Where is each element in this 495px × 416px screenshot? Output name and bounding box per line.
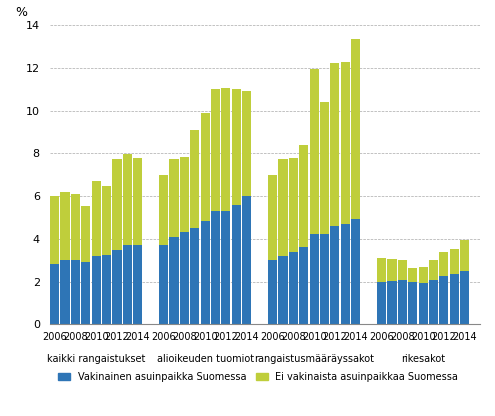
Bar xyxy=(289,252,298,324)
Bar xyxy=(190,130,199,228)
Bar xyxy=(112,250,121,324)
Bar xyxy=(377,258,386,282)
Bar xyxy=(278,256,288,324)
Text: %: % xyxy=(15,6,27,19)
Bar xyxy=(71,194,80,260)
Bar xyxy=(429,260,438,280)
Bar xyxy=(320,102,329,233)
Bar xyxy=(123,245,132,324)
Bar xyxy=(341,62,350,224)
Bar xyxy=(232,205,241,324)
Bar xyxy=(398,280,407,324)
Text: rangaistusmääräyssakot: rangaistusmääräyssakot xyxy=(254,354,374,364)
Bar xyxy=(418,267,428,283)
Bar xyxy=(92,181,101,256)
Bar xyxy=(460,240,469,271)
Bar xyxy=(102,255,111,324)
Bar xyxy=(309,233,319,324)
Bar xyxy=(408,282,417,324)
Bar xyxy=(180,156,189,233)
Bar xyxy=(169,237,179,324)
Bar xyxy=(92,256,101,324)
Bar xyxy=(71,260,80,324)
Bar xyxy=(351,218,360,324)
Text: rikesakot: rikesakot xyxy=(401,354,445,364)
Bar xyxy=(330,226,340,324)
Bar xyxy=(133,158,142,245)
Bar xyxy=(439,276,448,324)
Bar xyxy=(81,262,91,324)
Bar xyxy=(60,260,70,324)
Bar xyxy=(232,89,241,205)
Bar xyxy=(200,221,210,324)
Bar xyxy=(351,39,360,218)
Bar xyxy=(289,158,298,252)
Bar xyxy=(221,88,231,211)
Text: kaikki rangaistukset: kaikki rangaistukset xyxy=(47,354,146,364)
Bar xyxy=(330,64,340,226)
Bar xyxy=(320,233,329,324)
Bar xyxy=(81,206,91,262)
Bar xyxy=(159,245,168,324)
Bar xyxy=(278,158,288,256)
Bar xyxy=(429,280,438,324)
Bar xyxy=(377,282,386,324)
Bar xyxy=(299,248,308,324)
Bar xyxy=(60,192,70,260)
Bar xyxy=(123,154,132,245)
Bar xyxy=(112,158,121,250)
Bar xyxy=(211,211,220,324)
Bar xyxy=(408,268,417,282)
Bar xyxy=(211,89,220,211)
Bar xyxy=(388,259,396,281)
Legend: Vakinainen asuinpaikka Suomessa, Ei vakinaista asuinpaikkaa Suomessa: Vakinainen asuinpaikka Suomessa, Ei vaki… xyxy=(54,368,462,386)
Bar xyxy=(180,233,189,324)
Text: alioikeuden tuomiot: alioikeuden tuomiot xyxy=(156,354,254,364)
Bar xyxy=(299,145,308,248)
Bar xyxy=(50,263,59,324)
Bar xyxy=(242,196,251,324)
Bar xyxy=(242,91,251,196)
Bar xyxy=(190,228,199,324)
Bar xyxy=(388,281,396,324)
Bar xyxy=(169,158,179,237)
Bar xyxy=(102,186,111,255)
Bar xyxy=(309,69,319,233)
Bar xyxy=(268,260,277,324)
Bar xyxy=(341,224,350,324)
Bar xyxy=(50,196,59,263)
Bar xyxy=(159,175,168,245)
Bar xyxy=(439,252,448,276)
Bar xyxy=(449,274,459,324)
Bar xyxy=(221,211,231,324)
Bar xyxy=(460,271,469,324)
Bar xyxy=(200,113,210,221)
Bar xyxy=(418,283,428,324)
Bar xyxy=(268,175,277,260)
Bar xyxy=(398,260,407,280)
Bar xyxy=(133,245,142,324)
Bar xyxy=(449,248,459,274)
